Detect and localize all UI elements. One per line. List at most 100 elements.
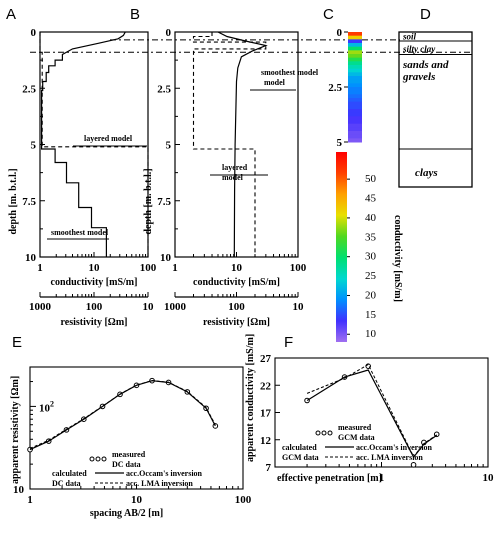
section-cell (348, 68, 362, 73)
legend-lma-label: acc. LMA inversion (356, 453, 423, 462)
x-tick-label: 1 (172, 262, 178, 274)
y-tick-label: 7 (266, 462, 272, 474)
section-cell (348, 32, 362, 37)
section-cell (348, 43, 362, 48)
panel-letter-e: E (12, 334, 22, 351)
y-tick-label: 102 (39, 399, 54, 414)
y-tick-label: 2.5 (22, 83, 36, 95)
lithology-column (398, 31, 473, 188)
annotation-layered-model-line2: model (222, 173, 244, 182)
x2-tick-label: 100 (228, 301, 245, 313)
panel-letter-d: D (420, 6, 431, 23)
x-tick-label: 1 (37, 262, 43, 274)
section-cell (348, 109, 362, 114)
section-cell (348, 98, 362, 103)
y-tick-label: 0 (166, 27, 172, 39)
layer-label-clays: clays (415, 167, 438, 179)
section-cell (348, 138, 362, 143)
layer-label-soil: soil (402, 32, 417, 42)
x-tick-label: 10 (231, 262, 243, 274)
layered-model-line (39, 32, 149, 257)
section-cell (348, 65, 362, 70)
section-cell (348, 50, 362, 55)
section-cell (348, 131, 362, 136)
y-tick-label: 10 (160, 252, 172, 264)
colorbar-minor-label: 35 (365, 231, 377, 243)
x-tick-label: 100 (235, 494, 252, 506)
legend-calculated-label: calculated (52, 469, 87, 478)
section-cell (348, 134, 362, 139)
x-tick-label: 10 (89, 262, 101, 274)
section-cell (348, 87, 362, 92)
layer-label-sands-and: gravels (402, 71, 435, 83)
section-cell (348, 123, 362, 128)
annotation-smoothest-model: smoothest model (51, 228, 109, 237)
legend-measured-label-2: GCM data (338, 433, 375, 442)
y-axis-label: depth [m. b.t.l.] (8, 168, 19, 234)
section-cell (348, 94, 362, 99)
data-point-measured-gcm (410, 462, 417, 468)
section-cell (348, 79, 362, 84)
colorbar-tick-label: 10 (365, 328, 377, 340)
section-cell (348, 83, 362, 88)
legend-lma-label: acc. LMA inversion (126, 479, 193, 488)
y-axis-label: depth [m. b.t.l.] (143, 168, 154, 234)
x2-tick-label: 10 (293, 301, 305, 313)
legend-occam-label: acc.Occam's inversion (126, 469, 203, 478)
layer-label-silty-clay: silty clay (402, 44, 436, 54)
legend-occam-label: acc.Occam's inversion (356, 443, 433, 452)
x-tick-label: 10 (131, 494, 143, 506)
x-axis-label: effective penetration [m] (277, 473, 382, 484)
panel-letter-f: F (284, 334, 293, 351)
y-tick-exponent: 2 (50, 399, 54, 408)
x2-tick-label: 1000 (29, 301, 52, 313)
colorbar-tick-label: 20 (365, 289, 377, 301)
section-cell (348, 105, 362, 110)
section-y-tick-label: 0 (337, 27, 343, 39)
section-cell (348, 35, 362, 40)
legend-calculated-label: calculated (282, 443, 317, 452)
colorbar-tick-label: 50 (365, 173, 377, 185)
legend-marker (321, 430, 327, 436)
annotation-smoothest-model-line2: model (264, 78, 286, 87)
panel-letter-c: C (323, 6, 334, 23)
legend-measured-label: measured (112, 450, 146, 459)
section-cell (348, 39, 362, 44)
section-y-tick-label: 5 (337, 137, 343, 149)
colorbar-label: conductivity [mS/m] (392, 215, 403, 302)
x2-tick-label: 100 (86, 301, 103, 313)
legend-marker (89, 456, 95, 462)
colorbar-minor-label: 25 (365, 270, 377, 282)
section-cell (348, 116, 362, 121)
colorbar-tick-label: 30 (365, 251, 377, 263)
y-tick-label: 10 (25, 252, 37, 264)
annotation-layered-model: layered model (84, 134, 133, 143)
y-tick-label: 17 (260, 408, 272, 420)
colorbar-minor-label: 45 (365, 193, 377, 205)
y-tick-label: 7.5 (22, 196, 36, 208)
colorbar-tick-label: 40 (365, 212, 377, 224)
y-tick-label: 0 (31, 27, 37, 39)
section-cell (348, 90, 362, 95)
y-tick-label: 2.5 (157, 83, 171, 95)
resistivity-axis-label: resistivity [Ωm] (203, 317, 270, 328)
section-cell (348, 61, 362, 66)
resistivity-axis-label: resistivity [Ωm] (61, 317, 128, 328)
legend-calculated-label-2: GCM data (282, 453, 319, 462)
section-cell (348, 76, 362, 81)
section-cell (348, 72, 362, 77)
x-axis-label: conductivity [mS/m] (193, 277, 280, 288)
x2-tick-label: 1000 (164, 301, 187, 313)
smoothest-model-line (40, 31, 126, 257)
section-cell (348, 127, 362, 132)
section-cell (348, 120, 362, 125)
layer-label-sands-and: sands and (402, 59, 449, 71)
legend-measured-label-2: DC data (112, 460, 141, 469)
section-cell (348, 101, 362, 106)
section-cell (348, 112, 362, 117)
layered-model-line (192, 32, 267, 257)
legend-marker (101, 456, 107, 462)
plot-frame-a (39, 31, 149, 258)
legend-marker (95, 456, 101, 462)
